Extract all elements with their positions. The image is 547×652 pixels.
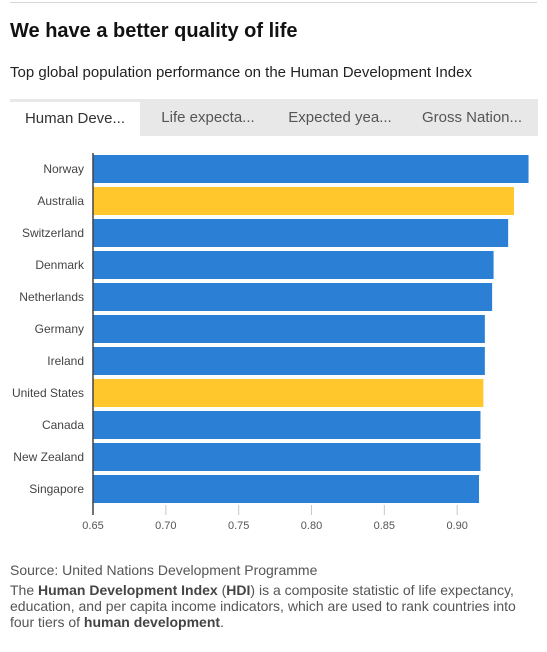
x-tick-label: 0.85 (374, 520, 395, 532)
top-divider (10, 2, 537, 3)
bars (93, 155, 529, 503)
x-tick-label: 0.90 (446, 520, 467, 532)
category-label: Australia (37, 194, 84, 208)
hdi-bar-chart: Norway Australia Switzerland Denmark Netherl… (12, 153, 529, 532)
category-labels: Norway Australia Switzerland Denmark Netherl… (12, 162, 85, 496)
category-label: Germany (35, 322, 84, 336)
tab-expected-years[interactable]: Expected yea... (288, 109, 392, 126)
bar-ireland[interactable] (93, 347, 485, 375)
bar-netherlands[interactable] (93, 283, 493, 311)
source-note: Source: United Nations Development Progr… (10, 562, 318, 578)
category-label: Singapore (29, 482, 84, 496)
note-bold-hdi-name: Human Development Index (38, 582, 218, 598)
grid-lines (165, 505, 458, 515)
tab-human-development[interactable]: Human Deve... (10, 102, 140, 136)
note-bold-human-development: human development (83, 614, 221, 630)
category-label: Switzerland (22, 226, 84, 240)
note-text: The (10, 582, 39, 598)
metric-tab-bar: Human Deve... Life expecta... Expected y… (10, 99, 538, 136)
bar-switzerland[interactable] (93, 219, 509, 247)
bar-new-zealand[interactable] (93, 443, 481, 471)
x-tick-label: 0.80 (301, 520, 322, 532)
chart-subtitle: Top global population performance on the… (10, 64, 472, 81)
bar-norway[interactable] (93, 155, 529, 183)
note-text: ( (217, 582, 227, 598)
category-label: Ireland (47, 354, 84, 368)
x-tick-label: 0.70 (155, 520, 176, 532)
category-label: Canada (42, 418, 84, 432)
category-label: New Zealand (13, 450, 84, 464)
x-tick-label: 0.65 (82, 520, 103, 532)
note-text: ) is a composite statistic of life expec… (10, 582, 516, 630)
category-label: Denmark (35, 258, 85, 272)
bar-denmark[interactable] (93, 251, 494, 279)
bar-australia[interactable] (93, 187, 514, 215)
tab-gross-national[interactable]: Gross Nation... (421, 109, 523, 126)
category-label: Norway (43, 162, 84, 176)
note-bold-hdi-abbr: HDI (226, 582, 251, 598)
category-label: Netherlands (19, 290, 84, 304)
bar-germany[interactable] (93, 315, 485, 343)
x-tick-label: 0.75 (228, 520, 249, 532)
category-label: United States (12, 386, 84, 400)
bar-singapore[interactable] (93, 475, 480, 503)
hdi-description: The Human Development Index (HDI) is a c… (10, 582, 538, 630)
note-text: . (220, 614, 224, 630)
bar-canada[interactable] (93, 411, 481, 439)
tab-life-expectancy[interactable]: Life expecta... (161, 109, 255, 126)
chart-title: We have a better quality of life (10, 20, 298, 42)
bar-united-states[interactable] (93, 379, 484, 407)
x-tick-labels: 0.65 0.70 0.75 0.80 0.85 0.90 (82, 520, 468, 532)
